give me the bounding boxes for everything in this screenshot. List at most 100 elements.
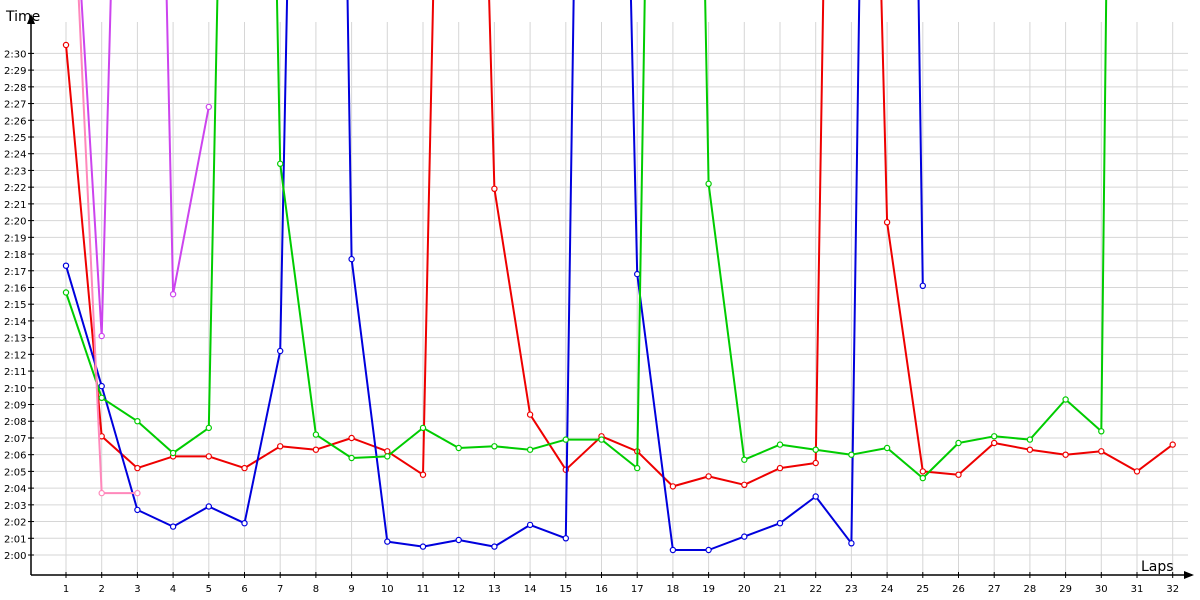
data-point [705,546,712,554]
data-point [277,160,284,167]
x-tick-label: 8 [313,584,319,595]
data-point [562,535,570,542]
y-tick-label: 2:23 [4,166,26,177]
y-tick-label: 2:20 [4,217,26,228]
y-tick-label: 2:15 [4,300,26,311]
x-tick-label: 17 [631,584,644,595]
y-tick-label: 2:13 [4,334,26,345]
y-tick-label: 2:17 [4,267,26,278]
data-point [491,443,498,450]
data-point [62,289,70,296]
data-point [669,546,677,554]
y-tick-label: 2:06 [4,451,26,462]
y-axis-title: Time [5,9,40,25]
data-point [955,471,962,478]
data-point [634,464,641,472]
data-point [384,538,391,545]
x-axis-arrow [1184,571,1194,579]
data-point [776,520,784,527]
grid-lines [31,22,1188,575]
data-point [1169,441,1176,448]
series-lines [62,0,1176,554]
y-tick-label: 2:02 [4,518,26,529]
x-axis-title: Laps [1141,559,1174,575]
x-tick-label: 28 [1024,584,1037,595]
data-point [741,456,748,463]
data-point [241,464,248,472]
data-point [526,446,534,453]
y-tick-label: 2:14 [4,317,26,328]
data-point [205,503,212,510]
x-tick-label: 1 [63,584,69,595]
data-point [848,451,855,458]
data-point [169,449,177,457]
x-tick-label: 15 [559,584,572,595]
data-point [98,382,105,390]
x-tick-label: 4 [170,584,176,595]
data-point [1133,468,1141,475]
y-tick-label: 2:22 [4,183,26,194]
data-point [883,444,891,452]
data-point [705,180,712,187]
data-point [812,493,819,500]
x-tick-label: 21 [774,584,787,595]
data-point [169,523,177,530]
data-point [776,464,784,472]
data-point [598,436,605,443]
data-point [384,448,391,455]
data-point [1062,451,1069,458]
x-axis-ticks: 1 2 3 4 5 6 7 8 9 10 11 12 13 14 15 16 17 18 19 20 21 22 23 24 2… [63,572,1179,595]
series-2 [62,0,927,554]
y-tick-label: 2:24 [4,150,26,161]
data-point [134,506,141,514]
data-point [491,543,498,550]
data-point [277,443,284,450]
y-tick-label: 2:30 [4,49,26,60]
data-point [634,270,641,278]
series-line [80,0,210,337]
data-point [919,474,927,482]
y-tick-label: 2:27 [4,100,26,111]
data-point [62,262,70,269]
data-point [1062,396,1069,403]
x-tick-label: 24 [881,584,894,595]
data-point [491,185,498,192]
data-point [526,521,534,529]
x-tick-label: 6 [241,584,247,595]
data-point [526,411,534,418]
data-point [991,433,998,440]
data-point [991,439,998,447]
y-tick-label: 2:11 [4,367,26,378]
data-point [455,536,462,544]
data-point [419,424,427,432]
x-tick-label: 16 [595,584,608,595]
data-point [669,483,677,490]
data-point [1098,448,1105,455]
x-tick-label: 29 [1059,584,1072,595]
x-tick-label: 20 [738,584,751,595]
y-axis-ticks: 2:00 2:01 2:02 2:03 2:04 2:05 2:06 2:07 2:08 2:09… [4,49,34,562]
data-point [98,489,105,497]
data-point [205,424,212,432]
y-tick-label: 2:04 [4,484,26,495]
y-tick-label: 2:00 [4,551,26,562]
x-tick-label: 9 [348,584,354,595]
data-point [348,454,355,462]
data-point [955,439,962,447]
data-point [205,103,212,111]
y-tick-label: 2:09 [4,401,26,412]
data-point [205,453,212,460]
data-point [419,471,427,478]
data-point [169,291,177,298]
y-tick-label: 2:18 [4,250,26,261]
y-axis-arrow [27,14,35,24]
x-tick-label: 26 [952,584,965,595]
x-tick-label: 5 [206,584,212,595]
data-point [98,394,105,401]
data-point [1098,428,1105,435]
data-point [348,434,355,442]
y-tick-label: 2:28 [4,83,26,94]
y-tick-label: 2:21 [4,200,26,211]
x-tick-label: 18 [667,584,680,595]
